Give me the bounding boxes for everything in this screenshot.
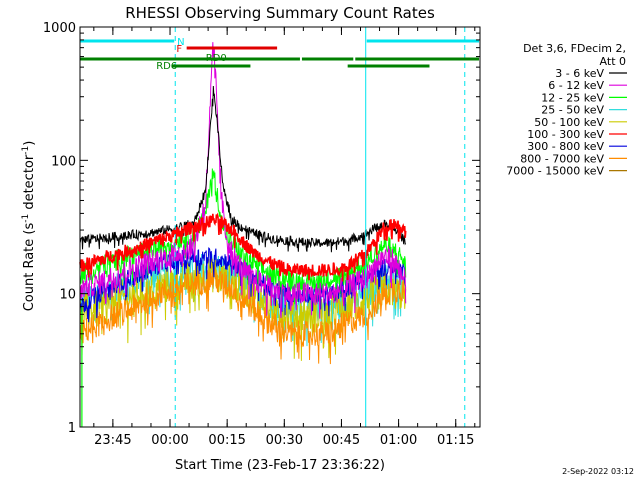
- legend-label: 50 - 100 keV: [534, 116, 604, 129]
- chart-title: RHESSI Observing Summary Count Rates: [125, 4, 435, 22]
- legend-header-1: Det 3,6, FDecim 2,: [523, 42, 626, 55]
- label-RD0: RD0: [206, 53, 227, 64]
- label-N: N: [177, 37, 184, 48]
- y-axis-label-end: ): [22, 141, 37, 146]
- x-tick-label: 00:45: [323, 433, 360, 448]
- x-tick-label: 01:00: [380, 433, 417, 448]
- y-tick-label: 1: [68, 421, 76, 436]
- series-line-100to300keV: [79, 212, 407, 282]
- y-tick-label: 100: [51, 154, 76, 169]
- y-tick-label: 1000: [43, 21, 76, 36]
- legend-label: 25 - 50 keV: [541, 104, 604, 117]
- date-stamp: 2-Sep-2022 03:12: [562, 467, 634, 476]
- legend-label: 6 - 12 keV: [548, 79, 604, 92]
- x-tick-label: 23:45: [94, 433, 131, 448]
- x-tick-label: 01:15: [437, 433, 474, 448]
- legend-header-2: Att 0: [600, 55, 626, 68]
- y-axis-label: Count Rate (s-1 detector-1): [21, 141, 37, 312]
- y-axis-label-sup1: -1: [21, 214, 31, 223]
- y-axis-label-main: Count Rate (s: [22, 223, 37, 312]
- x-tick-label: 00:00: [151, 433, 188, 448]
- x-tick-label: 00:15: [208, 433, 245, 448]
- series-line-800to7000keV: [79, 266, 407, 365]
- y-tick-label: 10: [59, 288, 76, 303]
- axes: 1 10 100 1000 23:45 00:00 00:15 00:30 00:45 01:00…: [43, 21, 481, 448]
- legend-label: 100 - 300 keV: [527, 128, 604, 141]
- x-axis-label: Start Time (23-Feb-17 23:36:22): [175, 458, 385, 473]
- label-F: F: [176, 44, 182, 55]
- label-RD6: RD6: [156, 61, 177, 72]
- legend-label: 3 - 6 keV: [555, 67, 604, 80]
- x-tick-label: 00:30: [266, 433, 303, 448]
- y-axis-label-sup2: -1: [21, 146, 31, 155]
- legend-label: 800 - 7000 keV: [520, 152, 604, 165]
- y-axis-label-mid: detector: [22, 154, 37, 214]
- series-line-3to6keV: [79, 85, 407, 253]
- legend-label: 300 - 800 keV: [527, 140, 604, 153]
- plot-frame: [79, 26, 481, 428]
- series-line-6to12keV: [79, 42, 407, 319]
- legend-label: 12 - 25 keV: [541, 91, 604, 104]
- legend-label: 7000 - 15000 keV: [506, 165, 604, 178]
